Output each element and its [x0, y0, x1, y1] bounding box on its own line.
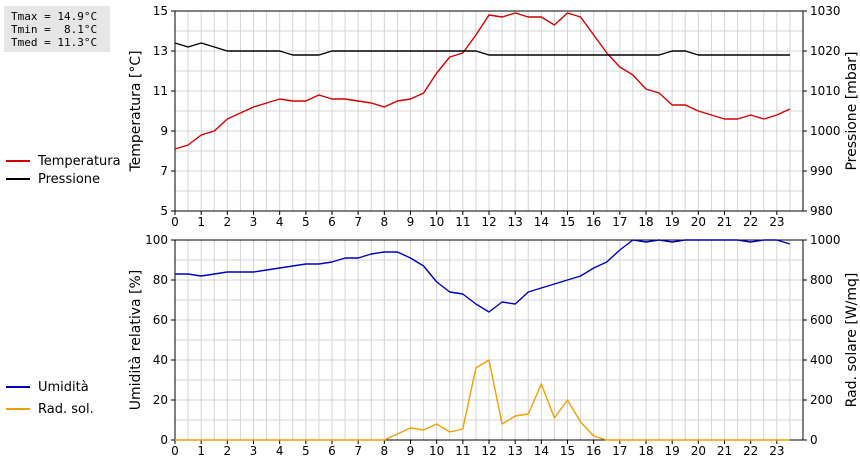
y-left-tick-label: 80 [153, 273, 168, 287]
x-tick-label: 22 [743, 444, 758, 458]
x-tick-label: 3 [250, 215, 258, 229]
stat-tmin: Tmin = 8.1°C [11, 23, 98, 36]
y-right-tick-label: 980 [810, 204, 833, 218]
x-tick-label: 18 [638, 444, 653, 458]
y-left-tick-label: 13 [153, 44, 168, 58]
x-tick-label: 11 [455, 444, 470, 458]
chart-panel-2: 0 1 2 3 4 5 6 7 8 9 10 11 12 13 14 15 16 17 18 19 20 21 22 2302… [128, 233, 860, 458]
x-tick-label: 6 [328, 215, 336, 229]
legend-item-rad-sol: Rad. sol. [6, 402, 94, 418]
legend-label-umidita: Umidità [38, 380, 89, 395]
x-tick-label: 19 [665, 215, 680, 229]
x-tick-label: 4 [276, 444, 284, 458]
y-left-axis-label: Temperatura [°C] [128, 50, 144, 172]
x-tick-label: 20 [691, 444, 706, 458]
legend-item-umidita: Umidità [6, 380, 89, 396]
x-tick-label: 2 [224, 444, 232, 458]
x-tick-label: 13 [508, 215, 523, 229]
x-tick-label: 15 [560, 215, 575, 229]
x-tick-label: 2 [224, 215, 232, 229]
x-tick-label: 21 [717, 215, 732, 229]
y-left-tick-label: 5 [160, 204, 168, 218]
y-right-tick-label: 0 [810, 433, 818, 447]
y-right-tick-label: 200 [810, 393, 833, 407]
x-tick-label: 16 [586, 444, 601, 458]
y-right-tick-label: 1000 [810, 233, 841, 247]
stat-tmed: Tmed = 11.3°C [11, 36, 98, 49]
x-tick-label: 15 [560, 444, 575, 458]
x-tick-label: 21 [717, 444, 732, 458]
y-right-tick-label: 1020 [810, 44, 841, 58]
x-tick-label: 8 [381, 444, 389, 458]
x-tick-label: 0 [171, 215, 179, 229]
legend-swatch-umidita [6, 385, 30, 388]
x-tick-label: 14 [534, 444, 549, 458]
x-tick-label: 5 [302, 215, 310, 229]
y-right-tick-label: 1030 [810, 4, 841, 18]
x-tick-label: 1 [197, 215, 205, 229]
x-tick-label: 12 [481, 444, 496, 458]
x-tick-label: 18 [638, 215, 653, 229]
legend-label-temperatura: Temperatura [38, 154, 121, 169]
x-tick-label: 1 [197, 444, 205, 458]
x-tick-label: 23 [769, 215, 784, 229]
legend-swatch-pressione [6, 177, 30, 180]
x-tick-label: 5 [302, 444, 310, 458]
legend-label-rad-sol: Rad. sol. [38, 402, 94, 417]
stat-tmax: Tmax = 14.9°C [11, 10, 98, 23]
y-left-tick-label: 7 [160, 164, 168, 178]
y-right-tick-label: 600 [810, 313, 833, 327]
y-left-tick-label: 100 [145, 233, 168, 247]
legend-label-pressione: Pressione [38, 172, 101, 187]
y-left-tick-label: 0 [160, 433, 168, 447]
y-right-tick-label: 400 [810, 353, 833, 367]
series-line-temperatura [174, 12, 791, 150]
stats-box: Tmax = 14.9°C Tmin = 8.1°C Tmed = 11.3°C [4, 6, 110, 52]
legend-item-temperatura: Temperatura [6, 154, 121, 170]
legend-swatch-rad-sol [6, 407, 30, 410]
y-right-axis-label: Pressione [mbar] [844, 51, 860, 170]
chart-panel-1: 0 1 2 3 4 5 6 7 8 9 10 11 12 13 14 15 16 17 18 19 20 21 22 2357… [128, 4, 860, 229]
x-tick-label: 7 [354, 444, 362, 458]
y-right-tick-label: 1000 [810, 124, 841, 138]
x-tick-label: 14 [534, 215, 549, 229]
x-tick-label: 7 [354, 215, 362, 229]
y-right-tick-label: 990 [810, 164, 833, 178]
x-tick-label: 13 [508, 444, 523, 458]
x-tick-label: 10 [429, 215, 444, 229]
y-left-tick-label: 9 [160, 124, 168, 138]
x-tick-label: 6 [328, 444, 336, 458]
x-tick-label: 3 [250, 444, 258, 458]
x-tick-label: 19 [665, 444, 680, 458]
x-tick-label: 0 [171, 444, 179, 458]
x-tick-label: 17 [612, 444, 627, 458]
x-tick-label: 22 [743, 215, 758, 229]
x-tick-label: 10 [429, 444, 444, 458]
legend-item-pressione: Pressione [6, 172, 100, 188]
x-tick-label: 8 [381, 215, 389, 229]
y-left-tick-label: 15 [153, 4, 168, 18]
y-left-tick-label: 11 [153, 84, 168, 98]
x-tick-label: 4 [276, 215, 284, 229]
series-line-pressione [174, 42, 790, 56]
series-line-rad-sol [175, 359, 790, 441]
series-line-umidit [175, 239, 791, 313]
y-left-tick-label: 60 [153, 313, 168, 327]
y-left-tick-label: 20 [153, 393, 168, 407]
x-tick-label: 23 [769, 444, 784, 458]
y-right-tick-label: 1010 [810, 84, 841, 98]
y-left-tick-label: 40 [153, 353, 168, 367]
y-right-tick-label: 800 [810, 273, 833, 287]
legend-swatch-temperatura [6, 159, 30, 162]
x-tick-label: 12 [481, 215, 496, 229]
x-tick-label: 20 [691, 215, 706, 229]
x-tick-label: 9 [407, 215, 415, 229]
x-tick-label: 9 [407, 444, 415, 458]
y-right-axis-label: Rad. solare [W/mq] [844, 273, 860, 408]
x-tick-label: 17 [612, 215, 627, 229]
y-left-axis-label: Umidità relativa [%] [128, 270, 144, 411]
x-tick-label: 16 [586, 215, 601, 229]
x-tick-label: 11 [455, 215, 470, 229]
